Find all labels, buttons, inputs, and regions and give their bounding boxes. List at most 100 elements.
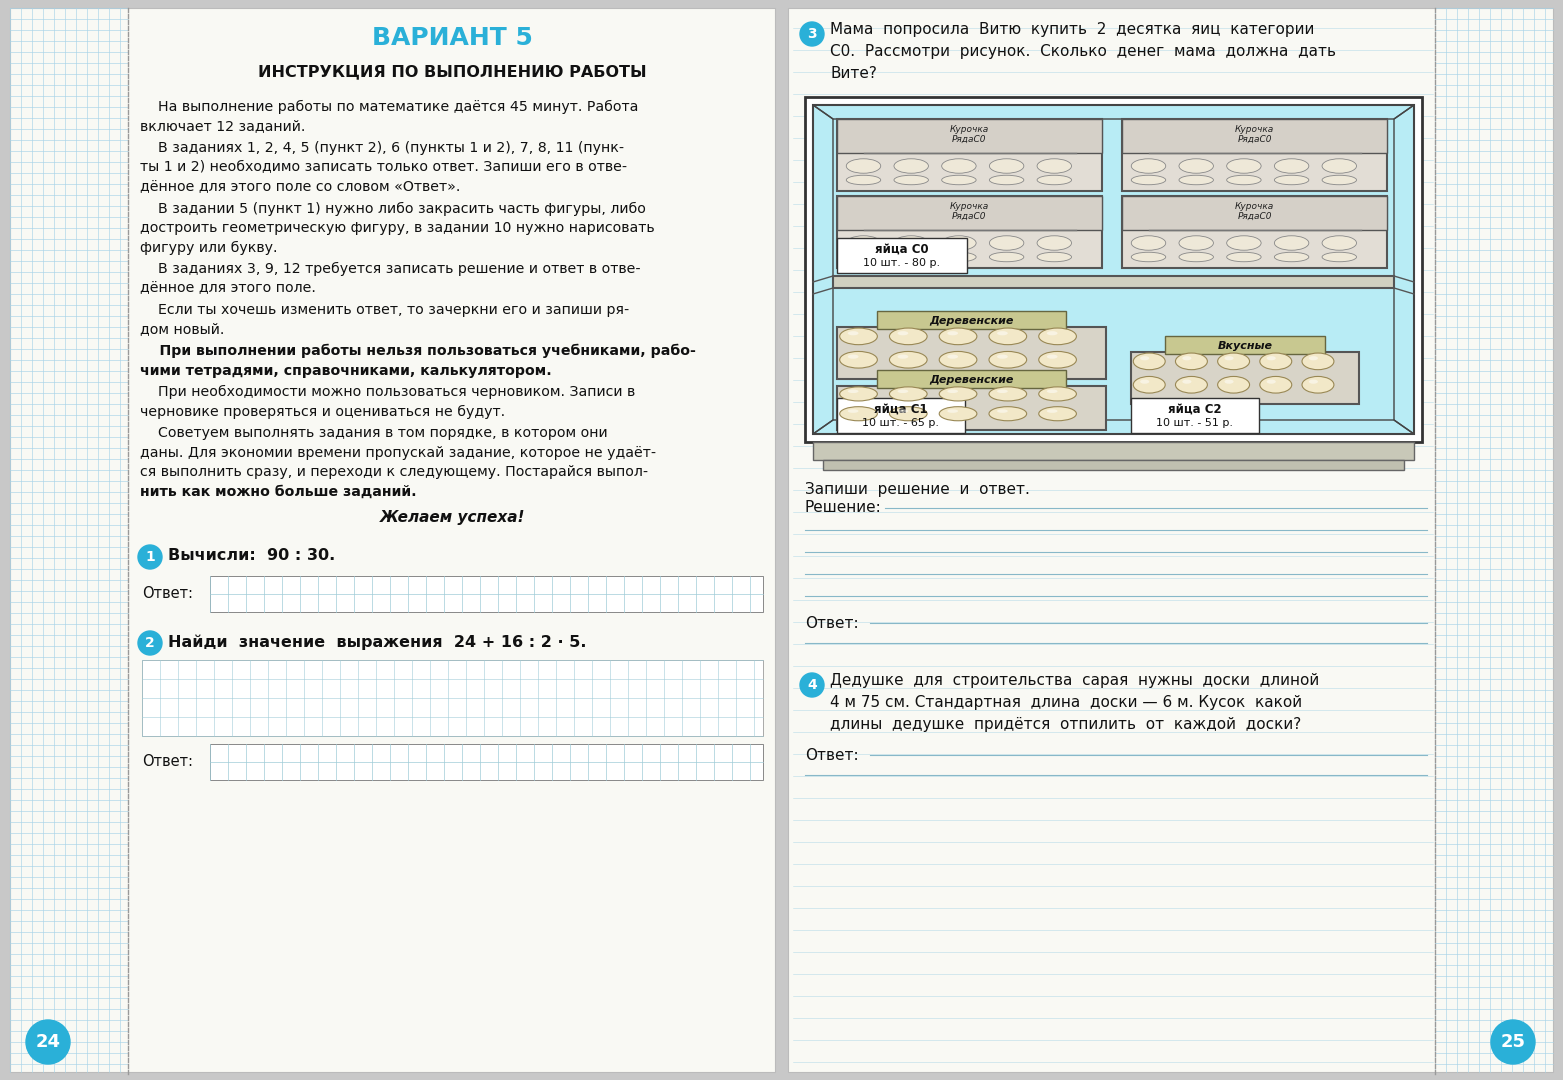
Text: Вите?: Вите? [830, 66, 877, 81]
Ellipse shape [1179, 235, 1213, 251]
Bar [877, 311, 1066, 329]
Ellipse shape [1260, 353, 1291, 369]
Ellipse shape [1322, 175, 1357, 185]
Circle shape [800, 22, 824, 46]
Ellipse shape [989, 235, 1024, 251]
Ellipse shape [1047, 332, 1058, 335]
Ellipse shape [839, 387, 877, 401]
Ellipse shape [897, 409, 908, 413]
Text: даны. Для экономии времени пропускай задание, которое не удаёт-: даны. Для экономии времени пропускай зад… [141, 445, 656, 459]
Ellipse shape [889, 387, 927, 401]
Text: С0.  Рассмотри  рисунок.  Сколько  денег  мама  должна  дать: С0. Рассмотри рисунок. Сколько денег мам… [830, 44, 1336, 59]
Text: Вкусные: Вкусные [1218, 341, 1272, 351]
Text: дом новый.: дом новый. [141, 323, 225, 337]
Ellipse shape [1132, 175, 1166, 185]
Text: яйца С0: яйца С0 [875, 243, 928, 256]
Ellipse shape [947, 390, 958, 393]
Bar [838, 399, 964, 433]
Ellipse shape [989, 407, 1027, 421]
Bar [1132, 352, 1358, 404]
Ellipse shape [1227, 253, 1261, 261]
Text: 24: 24 [36, 1032, 61, 1051]
Ellipse shape [989, 387, 1027, 401]
Bar [813, 442, 1415, 460]
Text: РядаС0: РядаС0 [952, 212, 986, 220]
Ellipse shape [1139, 356, 1149, 361]
Ellipse shape [1218, 353, 1249, 369]
Ellipse shape [1274, 175, 1308, 185]
Ellipse shape [939, 328, 977, 345]
Ellipse shape [941, 159, 977, 173]
Text: При выполнении работы нельзя пользоваться учебниками, рабо-: При выполнении работы нельзя пользоватьс… [141, 345, 696, 359]
Ellipse shape [889, 407, 927, 421]
Text: Если ты хочешь изменить ответ, то зачеркни его и запиши ря-: Если ты хочешь изменить ответ, то зачерк… [141, 303, 630, 318]
Ellipse shape [1139, 379, 1149, 383]
Text: Мама  попросила  Витю  купить  2  десятка  яиц  категории: Мама попросила Витю купить 2 десятка яиц… [830, 22, 1314, 37]
Text: ты 1 и 2) необходимо записать только ответ. Запиши его в отве-: ты 1 и 2) необходимо записать только отв… [141, 161, 627, 175]
Circle shape [138, 631, 163, 654]
Ellipse shape [846, 175, 880, 185]
Ellipse shape [1132, 235, 1166, 251]
Text: включает 12 заданий.: включает 12 заданий. [141, 120, 305, 134]
Text: РядаС0: РядаС0 [1238, 135, 1272, 144]
Text: Ответ:: Ответ: [805, 747, 858, 762]
Ellipse shape [1179, 253, 1213, 261]
Ellipse shape [1308, 379, 1318, 383]
Ellipse shape [1175, 353, 1207, 369]
Circle shape [138, 545, 163, 569]
Text: яйца С1: яйца С1 [874, 403, 928, 416]
Ellipse shape [1182, 379, 1191, 383]
Ellipse shape [894, 235, 928, 251]
Bar [805, 97, 1422, 442]
Ellipse shape [941, 235, 977, 251]
Ellipse shape [989, 253, 1024, 261]
Ellipse shape [846, 235, 880, 251]
Text: 10 шт. - 80 р.: 10 шт. - 80 р. [863, 258, 941, 268]
Ellipse shape [1227, 235, 1261, 251]
Bar [1122, 119, 1386, 153]
Text: дённое для этого поле.: дённое для этого поле. [141, 282, 316, 296]
Text: Советуем выполнять задания в том порядке, в котором они: Советуем выполнять задания в том порядке… [141, 426, 608, 440]
Ellipse shape [1039, 407, 1077, 421]
Text: Вычисли:  90 : 30.: Вычисли: 90 : 30. [167, 548, 334, 563]
Ellipse shape [1038, 235, 1072, 251]
Text: 4: 4 [807, 678, 817, 692]
Bar [877, 370, 1066, 388]
Ellipse shape [939, 387, 977, 401]
Ellipse shape [846, 159, 880, 173]
Ellipse shape [1182, 356, 1191, 361]
Ellipse shape [1047, 354, 1058, 359]
Bar [838, 327, 1107, 379]
Ellipse shape [1266, 356, 1275, 361]
Ellipse shape [897, 354, 908, 359]
Ellipse shape [894, 175, 928, 185]
Text: 10 шт. - 65 р.: 10 шт. - 65 р. [863, 418, 939, 428]
Ellipse shape [847, 332, 858, 335]
Ellipse shape [1322, 235, 1357, 251]
Bar [838, 386, 1107, 430]
Ellipse shape [947, 354, 958, 359]
Ellipse shape [1302, 353, 1333, 369]
Ellipse shape [1038, 253, 1072, 261]
Ellipse shape [1179, 175, 1213, 185]
Ellipse shape [1224, 379, 1233, 383]
Bar [1164, 336, 1325, 354]
Text: Желаем успеха!: Желаем успеха! [380, 510, 525, 525]
Bar [1122, 195, 1386, 230]
Bar [142, 660, 763, 735]
Bar [788, 8, 1554, 1072]
Text: 10 шт. - 51 р.: 10 шт. - 51 р. [1157, 418, 1233, 428]
Ellipse shape [839, 328, 877, 345]
Text: чими тетрадями, справочниками, калькулятором.: чими тетрадями, справочниками, калькулят… [141, 364, 552, 378]
Text: ся выполнить сразу, и переходи к следующему. Постарайся выпол-: ся выполнить сразу, и переходи к следующ… [141, 465, 649, 480]
Circle shape [27, 1020, 70, 1064]
Ellipse shape [941, 253, 977, 261]
Text: черновике проверяться и оцениваться не будут.: черновике проверяться и оцениваться не б… [141, 405, 505, 419]
Bar [838, 195, 1102, 268]
Bar [1122, 195, 1386, 268]
Ellipse shape [1039, 328, 1077, 345]
Ellipse shape [947, 332, 958, 335]
Ellipse shape [1227, 175, 1261, 185]
Ellipse shape [1133, 377, 1164, 393]
Ellipse shape [1133, 353, 1164, 369]
